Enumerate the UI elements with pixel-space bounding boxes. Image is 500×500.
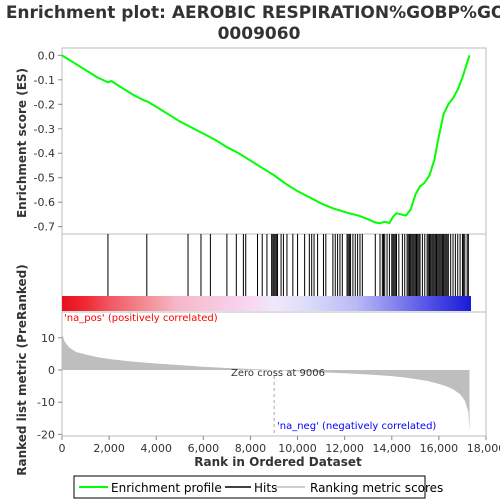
negative-label: 'na_neg' (negatively correlated)	[277, 421, 436, 432]
x-axis-label: Rank in Ordered Dataset	[194, 455, 362, 469]
x-tick-label: 10,000	[278, 442, 317, 455]
x-tick-label: 14,000	[373, 442, 412, 455]
es-tick-label: -0.6	[34, 196, 55, 209]
es-tick-label: -0.3	[34, 123, 55, 136]
x-axis: 0 2,000 4,000 6,000 8,000 10,000 12,000 14,000 1…	[59, 436, 500, 455]
positive-label: 'na_pos' (positively correlated)	[64, 313, 218, 324]
metric-tick-label: -20	[37, 428, 55, 441]
x-tick-label: 12,000	[325, 442, 364, 455]
x-tick-label: 4,000	[140, 442, 172, 455]
es-axis: 0.0 -0.1 -0.2 -0.3 -0.4 -0.5 -0.6 -0.7	[34, 49, 62, 234]
metric-tick-label: 10	[41, 332, 55, 345]
es-axis-label: Enrichment score (ES)	[15, 68, 29, 218]
zero-cross-label: Zero cross at 9006	[231, 368, 325, 379]
x-tick-label: 16,000	[420, 442, 459, 455]
legend-label-metric: Ranking metric scores	[310, 481, 443, 495]
chart-title-line1: Enrichment plot: AEROBIC RESPIRATION%GOB…	[6, 3, 500, 23]
metric-tick-label: -10	[37, 396, 55, 409]
es-tick-label: -0.1	[34, 74, 55, 87]
legend-label-hits: Hits	[254, 481, 277, 495]
enrichment-profile-line	[61, 54, 471, 225]
es-tick-label: -0.2	[34, 98, 55, 111]
hit-lines	[107, 234, 469, 296]
es-panel-frame	[61, 47, 487, 235]
metric-axis: 10 0 -10 -20	[37, 332, 62, 441]
es-tick-label: 0.0	[38, 49, 56, 62]
x-tick-label: 0	[59, 442, 66, 455]
x-tick-label: 2,000	[93, 442, 125, 455]
x-tick-label: 18,000	[467, 442, 500, 455]
chart-title-line2: 0009060	[218, 24, 301, 44]
es-tick-label: -0.5	[34, 172, 55, 185]
rank-color-bar	[62, 296, 471, 311]
x-tick-label: 8,000	[235, 442, 267, 455]
legend-label-enrichment: Enrichment profile	[111, 481, 222, 495]
es-tick-label: -0.4	[34, 147, 55, 160]
es-tick-label: -0.7	[34, 221, 55, 234]
x-tick-label: 6,000	[188, 442, 220, 455]
metric-axis-label: Ranked list metric (PreRanked)	[15, 264, 29, 476]
metric-tick-label: 0	[48, 364, 55, 377]
